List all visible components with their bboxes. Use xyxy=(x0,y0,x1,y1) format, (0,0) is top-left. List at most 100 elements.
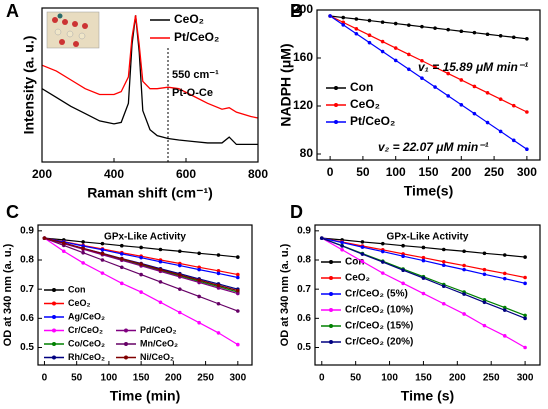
legend-label: Ni/CeO₂ xyxy=(140,352,174,362)
data-point xyxy=(472,111,477,116)
data-point xyxy=(401,268,405,273)
panel-label: D xyxy=(290,202,303,222)
data-point xyxy=(525,110,529,114)
data-point xyxy=(523,255,527,259)
legend-label: CeO₂ xyxy=(174,12,204,26)
legend-marker xyxy=(329,260,333,264)
data-point xyxy=(341,23,346,27)
x-tick-label: 250 xyxy=(483,373,500,384)
data-point xyxy=(380,39,385,44)
x-axis-label: Time (min) xyxy=(110,388,181,404)
data-point xyxy=(139,245,143,250)
x-axis-label: Time (s) xyxy=(401,388,454,404)
data-point xyxy=(472,84,477,89)
x-tick-label: 800 xyxy=(248,167,268,181)
data-point xyxy=(367,40,372,45)
x-tick-label: 150 xyxy=(418,165,438,179)
legend-label: Pd/CeO₂ xyxy=(140,325,177,335)
data-point xyxy=(367,18,372,23)
legend-label: Con xyxy=(350,80,373,94)
x-tick-label: 150 xyxy=(133,373,150,384)
data-point xyxy=(502,253,507,257)
data-point xyxy=(81,240,85,244)
data-point xyxy=(360,240,365,244)
y-axis-label: OD at 340 nm (a. u.) xyxy=(2,243,14,346)
data-point xyxy=(139,290,143,294)
data-point xyxy=(511,35,516,40)
plot-frame xyxy=(316,9,541,161)
legend-label: CeO₂ xyxy=(345,273,370,284)
data-point xyxy=(523,281,527,286)
y-tick-label: 80 xyxy=(300,146,314,160)
x-tick-label: 50 xyxy=(350,373,362,384)
plot-frame xyxy=(314,224,541,366)
y-tick-label: 0.9 xyxy=(297,225,311,236)
legend-label: Mn/CeO₂ xyxy=(140,338,178,348)
data-point xyxy=(100,241,105,246)
data-point xyxy=(482,251,487,256)
data-point xyxy=(523,345,527,350)
y-axis-label: Intensity (a. u.) xyxy=(21,36,37,135)
data-point xyxy=(100,247,105,252)
legend-marker xyxy=(124,355,128,360)
legend-label: Cr/CeO₂ xyxy=(68,325,103,335)
data-point xyxy=(482,272,487,277)
data-point xyxy=(462,267,466,272)
series xyxy=(328,14,529,114)
legend-label: Pt/CeO₂ xyxy=(350,114,395,128)
legend-label: Rh/CeO₂ xyxy=(68,352,105,362)
legend-marker xyxy=(329,292,333,296)
data-point xyxy=(216,301,221,306)
legend-marker xyxy=(52,288,56,292)
data-point xyxy=(498,97,503,101)
data-point xyxy=(158,280,163,284)
data-point xyxy=(523,316,527,321)
x-tick-label: 100 xyxy=(386,165,406,179)
x-tick-label: 0 xyxy=(42,373,48,384)
annotation: v₂ = 22.07 μM min⁻¹ xyxy=(378,140,489,154)
data-point xyxy=(525,37,529,41)
data-point xyxy=(446,94,450,98)
legend-marker xyxy=(52,342,56,346)
data-point xyxy=(236,272,240,277)
data-point xyxy=(420,58,424,63)
data-point xyxy=(511,138,516,143)
data-point xyxy=(61,241,66,245)
series-line xyxy=(42,15,258,146)
x-axis-label: Raman shift (cm⁻¹) xyxy=(87,185,213,201)
data-point xyxy=(119,257,124,261)
y-tick-label: 120 xyxy=(293,98,313,112)
data-point xyxy=(158,267,163,272)
data-point xyxy=(139,255,143,260)
x-tick-label: 250 xyxy=(197,373,214,384)
data-point xyxy=(380,249,385,254)
data-point xyxy=(485,32,490,37)
data-point xyxy=(433,85,437,89)
data-point xyxy=(139,272,143,277)
data-point xyxy=(328,14,332,18)
data-point xyxy=(407,52,411,57)
data-point xyxy=(446,71,450,76)
data-point xyxy=(178,249,182,254)
legend-marker xyxy=(329,324,333,328)
data-point xyxy=(216,283,221,288)
data-point xyxy=(100,258,105,262)
data-point xyxy=(441,259,446,264)
y-tick-label: 0.8 xyxy=(297,255,311,266)
legend-label: Cr/CeO₂ (10%) xyxy=(345,305,413,316)
data-point xyxy=(197,267,201,272)
x-tick-label: 100 xyxy=(381,373,398,384)
data-point xyxy=(197,251,201,256)
x-tick-label: 0 xyxy=(327,165,334,179)
data-point xyxy=(441,263,446,268)
data-point xyxy=(158,259,163,264)
data-point xyxy=(462,292,466,296)
data-point xyxy=(498,34,503,38)
data-point xyxy=(216,271,221,276)
data-point xyxy=(401,254,405,259)
data-point xyxy=(216,253,221,257)
y-tick-label: 0.7 xyxy=(20,284,34,295)
legend-marker xyxy=(329,308,333,312)
legend-marker xyxy=(52,301,56,306)
data-point xyxy=(498,129,503,134)
